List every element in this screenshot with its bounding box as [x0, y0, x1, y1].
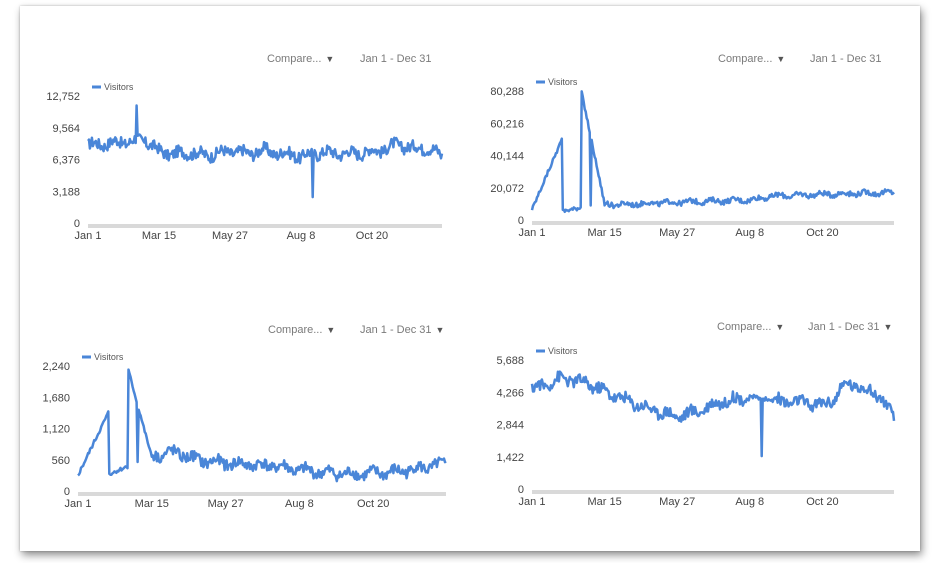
visitors-series-line — [77, 368, 447, 483]
y-tick-label: 0 — [518, 215, 524, 227]
y-tick-label: 60,216 — [490, 118, 524, 130]
line-chart: Visitors 0 20,072 40,144 60,216 80,288 Jan 1 Ma… — [490, 77, 895, 239]
x-tick-label: Mar 15 — [587, 227, 621, 239]
x-tick-label: May 27 — [659, 496, 695, 508]
x-tick-label: Jan 1 — [65, 498, 92, 510]
y-tick-label: 4,266 — [496, 387, 524, 399]
y-tick-label: 5,688 — [496, 355, 524, 367]
legend-label: Visitors — [548, 346, 578, 356]
compare-dropdown[interactable]: Compare... ▼ — [268, 324, 335, 336]
compare-label: Compare... — [717, 321, 772, 333]
y-tick-label: 560 — [52, 455, 70, 467]
y-tick-label: 2,844 — [496, 420, 524, 432]
y-tick-label: 20,072 — [490, 183, 524, 195]
visitors-series-line — [87, 104, 444, 199]
date-range-dropdown[interactable]: Jan 1 - Dec 31 ▼ — [360, 324, 444, 336]
x-tick-label: May 27 — [208, 498, 244, 510]
compare-dropdown[interactable]: Compare... ▼ — [717, 321, 784, 333]
chart-panel-3: Compare... ▼ Jan 1 - Dec 31 ▼ Visitors 0 560… — [20, 274, 460, 524]
compare-label: Compare... — [268, 324, 323, 336]
date-range-dropdown[interactable]: Jan 1 - Dec 31 — [360, 53, 432, 65]
legend-label: Visitors — [94, 352, 124, 362]
x-axis — [532, 490, 894, 494]
chart-panel-2: Compare... ▼ Jan 1 - Dec 31 Visitors 0 20,0… — [470, 6, 910, 256]
x-tick-label: Aug 8 — [287, 230, 316, 242]
x-axis — [78, 492, 446, 496]
y-tick-label: 6,376 — [52, 155, 80, 167]
x-tick-label: Mar 15 — [135, 498, 169, 510]
x-tick-label: Oct 20 — [357, 498, 389, 510]
date-range-label: Jan 1 - Dec 31 — [808, 321, 880, 333]
dropdown-arrow-icon: ▼ — [325, 54, 335, 64]
y-tick-label: 9,564 — [52, 123, 80, 135]
date-range-dropdown[interactable]: Jan 1 - Dec 31 ▼ — [808, 321, 892, 333]
date-range-label: Jan 1 - Dec 31 — [810, 53, 882, 65]
x-tick-label: Aug 8 — [285, 498, 314, 510]
x-tick-label: Aug 8 — [735, 496, 764, 508]
date-range-dropdown[interactable]: Jan 1 - Dec 31 — [810, 53, 882, 65]
dashboard-frame: Compare... ▼ Jan 1 - Dec 31 Visitors 0 3,18… — [20, 6, 920, 551]
line-chart: Visitors 0 3,188 6,376 9,564 12,752 Jan 1 Mar 1… — [46, 82, 444, 242]
dropdown-arrow-icon: ▼ — [775, 322, 785, 332]
y-tick-label: 1,120 — [42, 424, 70, 436]
x-axis — [532, 221, 894, 225]
chart-panel-1: Compare... ▼ Jan 1 - Dec 31 Visitors 0 3,18… — [20, 6, 460, 256]
x-tick-label: Jan 1 — [519, 227, 546, 239]
visitors-series-line — [530, 90, 895, 214]
y-tick-label: 3,188 — [52, 186, 80, 198]
x-tick-label: Oct 20 — [806, 496, 838, 508]
y-tick-label: 0 — [518, 484, 524, 496]
y-tick-label: 1,422 — [496, 452, 524, 464]
x-tick-label: Jan 1 — [75, 230, 102, 242]
y-tick-label: 40,144 — [490, 151, 524, 163]
visitors-series-line — [530, 370, 896, 458]
line-chart: Visitors 0 560 1,120 1,680 2,240 Jan 1 Mar 15 Ma… — [42, 352, 447, 510]
x-axis — [88, 224, 442, 228]
compare-label: Compare... — [267, 53, 322, 65]
y-tick-label: 0 — [74, 218, 80, 230]
compare-dropdown[interactable]: Compare... ▼ — [267, 53, 334, 65]
dropdown-arrow-icon: ▼ — [435, 325, 445, 335]
y-tick-label: 1,680 — [42, 392, 70, 404]
legend-label: Visitors — [104, 82, 134, 92]
x-tick-label: May 27 — [212, 230, 248, 242]
y-tick-label: 12,752 — [46, 91, 80, 103]
dropdown-arrow-icon: ▼ — [883, 322, 893, 332]
x-tick-label: Mar 15 — [587, 496, 621, 508]
date-range-label: Jan 1 - Dec 31 — [360, 53, 432, 65]
y-tick-label: 80,288 — [490, 86, 524, 98]
x-tick-label: May 27 — [659, 227, 695, 239]
x-tick-label: Mar 15 — [142, 230, 176, 242]
y-tick-label: 0 — [64, 486, 70, 498]
x-tick-label: Aug 8 — [735, 227, 764, 239]
legend-label: Visitors — [548, 77, 578, 87]
line-chart: Visitors 0 1,422 2,844 4,266 5,688 Jan 1 Mar 15… — [496, 346, 896, 508]
dropdown-arrow-icon: ▼ — [326, 325, 336, 335]
compare-label: Compare... — [718, 53, 773, 65]
y-tick-label: 2,240 — [42, 361, 70, 373]
x-tick-label: Oct 20 — [356, 230, 388, 242]
compare-dropdown[interactable]: Compare... ▼ — [718, 53, 785, 65]
x-tick-label: Oct 20 — [806, 227, 838, 239]
date-range-label: Jan 1 - Dec 31 — [360, 324, 432, 336]
dropdown-arrow-icon: ▼ — [776, 54, 786, 64]
chart-panel-4: Compare... ▼ Jan 1 - Dec 31 ▼ Visitors 0 1,4… — [470, 274, 910, 524]
x-tick-label: Jan 1 — [519, 496, 546, 508]
